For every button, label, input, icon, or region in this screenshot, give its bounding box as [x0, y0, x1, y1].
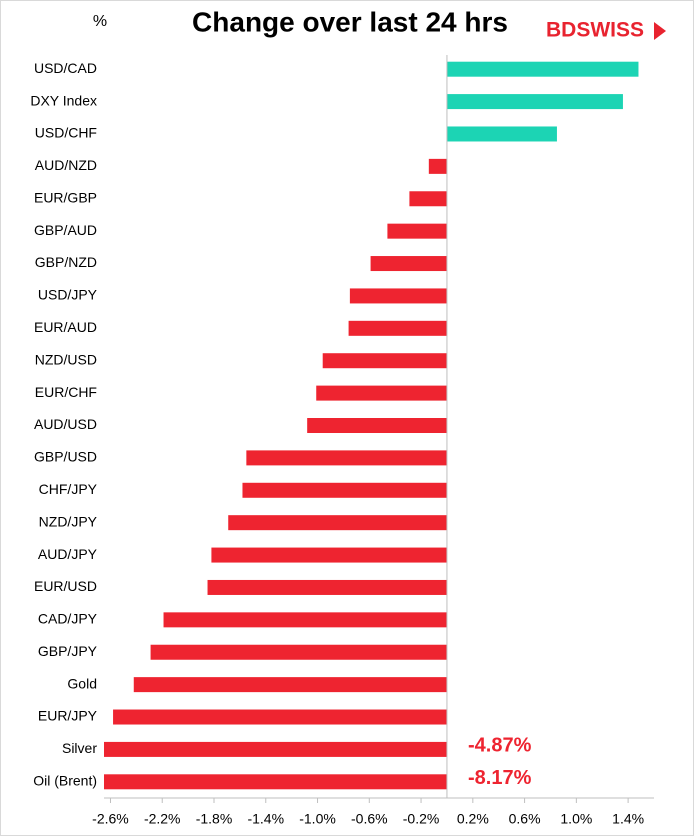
y-tick-label: USD/JPY	[38, 287, 98, 303]
y-tick-label: GBP/JPY	[38, 643, 98, 659]
x-tick-label: -1.8%	[196, 811, 233, 827]
bar	[113, 709, 447, 725]
x-tick-label: 0.6%	[509, 811, 541, 827]
bar	[446, 126, 557, 142]
bar	[428, 158, 447, 174]
x-tick-label: -2.6%	[92, 811, 129, 827]
x-tick-label: -0.6%	[351, 811, 388, 827]
bar	[246, 450, 447, 466]
bar	[228, 515, 447, 531]
bar	[409, 191, 447, 207]
logo: BDSWISS	[546, 19, 644, 42]
bar	[133, 677, 447, 693]
y-tick-label: GBP/USD	[34, 449, 97, 465]
y-tick-label: USD/CHF	[35, 125, 97, 141]
y-tick-label: EUR/CHF	[35, 384, 97, 400]
bar	[349, 288, 447, 304]
y-tick-label: Gold	[67, 675, 97, 691]
y-tick-label: USD/CAD	[34, 60, 97, 76]
y-tick-label: Oil (Brent)	[33, 773, 97, 789]
bar	[322, 353, 447, 369]
y-tick-label: EUR/JPY	[38, 708, 98, 724]
bar	[242, 482, 447, 498]
x-tick-label: -2.2%	[144, 811, 181, 827]
y-tick-label: EUR/USD	[34, 578, 97, 594]
y-tick-label: Silver	[62, 740, 97, 756]
y-tick-label: NZD/USD	[35, 351, 97, 367]
bar	[150, 644, 447, 660]
bar	[316, 385, 447, 401]
y-tick-label: AUD/JPY	[38, 546, 98, 562]
x-tick-label: 1.4%	[612, 811, 644, 827]
y-tick-label: NZD/JPY	[39, 513, 98, 529]
bar	[446, 94, 623, 110]
bar	[387, 223, 447, 239]
y-tick-label: AUD/NZD	[35, 157, 97, 173]
x-tick-label: -0.2%	[403, 811, 440, 827]
value-label: -8.17%	[468, 767, 532, 789]
bar	[348, 320, 447, 336]
y-tick-label: GBP/AUD	[34, 222, 97, 238]
bar	[104, 774, 447, 790]
y-tick-label: GBP/NZD	[35, 254, 97, 270]
bar	[370, 256, 447, 272]
y-tick-label: DXY Index	[30, 92, 97, 108]
y-tick-label: CAD/JPY	[38, 611, 98, 627]
chart-title: Change over last 24 hrs	[192, 6, 508, 37]
x-tick-label: 0.2%	[457, 811, 489, 827]
y-tick-label: EUR/AUD	[34, 319, 97, 335]
x-tick-label: -1.0%	[299, 811, 336, 827]
bar	[207, 579, 447, 595]
x-tick-label: 1.0%	[560, 811, 592, 827]
bar	[163, 612, 447, 628]
y-axis-label: %	[93, 13, 107, 30]
bar	[307, 418, 447, 433]
logo-mark	[654, 22, 666, 40]
y-tick-label: AUD/USD	[34, 416, 97, 432]
value-label: -4.87%	[468, 735, 532, 757]
bar	[211, 547, 447, 563]
bar	[104, 741, 447, 757]
plot-area	[104, 61, 639, 790]
x-tick-label: -1.4%	[247, 811, 284, 827]
bar	[446, 61, 639, 77]
y-tick-label: CHF/JPY	[39, 481, 98, 497]
y-tick-label: EUR/GBP	[34, 189, 97, 205]
